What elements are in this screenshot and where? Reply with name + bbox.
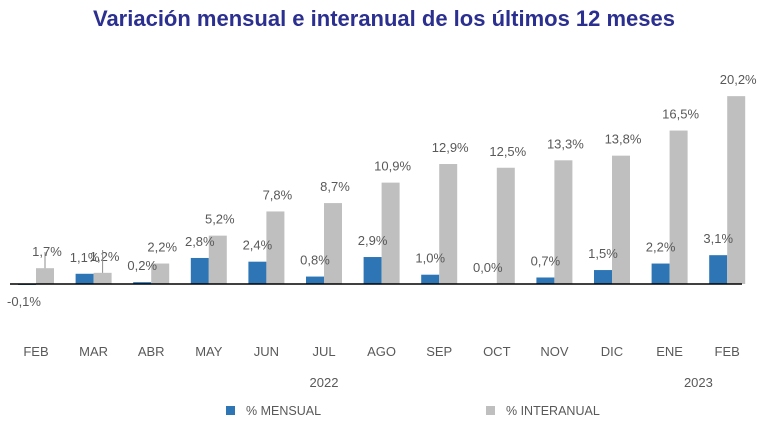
bar-mensual (306, 276, 324, 284)
bar-mensual (421, 274, 440, 284)
data-label-mensual: 0,2% (127, 258, 157, 273)
category-label: OCT (483, 344, 511, 359)
bar-mensual (190, 257, 209, 284)
bar-mensual (594, 270, 612, 284)
data-label-mensual: 2,4% (243, 238, 273, 253)
bar-interanual (93, 272, 112, 284)
bar-interanual (669, 130, 688, 284)
data-label-interanual: 20,2% (720, 72, 757, 87)
data-label-interanual: 1,7% (32, 244, 62, 259)
legend-label-mensual: % MENSUAL (246, 404, 321, 418)
data-label-mensual: 2,9% (358, 233, 388, 248)
data-label-interanual: 12,5% (489, 144, 526, 159)
category-label: DIC (601, 344, 623, 359)
bar-mensual (248, 261, 267, 284)
bar-interanual (208, 235, 227, 284)
bar-interanual (727, 96, 746, 284)
bar-interanual (496, 167, 515, 284)
data-label-mensual: 0,8% (300, 253, 330, 268)
category-label: NOV (540, 344, 569, 359)
category-label: JUL (312, 344, 335, 359)
bar-interanual (612, 155, 630, 284)
category-label: FEB (715, 344, 740, 359)
bar-interanual (324, 203, 342, 284)
bar-interanual (266, 211, 285, 284)
data-label-mensual: 2,8% (185, 234, 215, 249)
bar-mensual (363, 257, 382, 284)
category-label: ABR (138, 344, 165, 359)
data-label-mensual: 0,0% (473, 260, 503, 275)
data-label-interanual: 12,9% (432, 140, 469, 155)
category-label: AGO (367, 344, 396, 359)
category-label: MAR (79, 344, 108, 359)
legend-label-interanual: % INTERANUAL (506, 404, 600, 418)
data-label-mensual: 2,2% (646, 240, 676, 255)
category-label: FEB (23, 344, 48, 359)
data-label-interanual: 8,7% (320, 179, 350, 194)
category-label: MAY (195, 344, 223, 359)
year-label-2022: 2022 (310, 375, 339, 390)
data-label-interanual: 7,8% (263, 187, 293, 202)
bar-mensual (133, 282, 152, 284)
data-label-interanual: 10,9% (374, 159, 411, 174)
bar-interanual (151, 263, 170, 284)
data-label-mensual: 1,1% (70, 250, 100, 265)
data-label-interanual: 2,2% (147, 240, 177, 255)
bar-mensual (651, 263, 670, 284)
data-label-mensual: 1,0% (415, 251, 445, 266)
category-label: ENE (656, 344, 683, 359)
data-label-interanual: 16,5% (662, 107, 699, 122)
data-label-mensual: -0,1% (7, 294, 41, 309)
chart-title: Variación mensual e interanual de los úl… (92, 6, 675, 31)
data-label-interanual: 13,8% (605, 132, 642, 147)
bar-interanual (36, 268, 54, 284)
data-label-interanual: 1,2% (90, 249, 120, 264)
data-label-interanual: 5,2% (205, 212, 235, 227)
legend-swatch-interanual (486, 406, 495, 415)
category-label: JUN (254, 344, 279, 359)
bar-mensual (709, 255, 728, 284)
bar-interanual (381, 182, 400, 284)
bar-mensual (536, 277, 555, 284)
category-label: SEP (426, 344, 452, 359)
data-label-mensual: 3,1% (703, 231, 733, 246)
bar-interanual (439, 164, 458, 284)
data-label-mensual: 0,7% (531, 253, 561, 268)
data-label-interanual: 13,3% (547, 136, 584, 151)
bar-interanual (554, 160, 573, 284)
bar-mensual (75, 273, 94, 284)
data-label-mensual: 1,5% (588, 246, 618, 261)
year-label-2023: 2023 (684, 375, 713, 390)
legend-swatch-mensual (226, 406, 235, 415)
